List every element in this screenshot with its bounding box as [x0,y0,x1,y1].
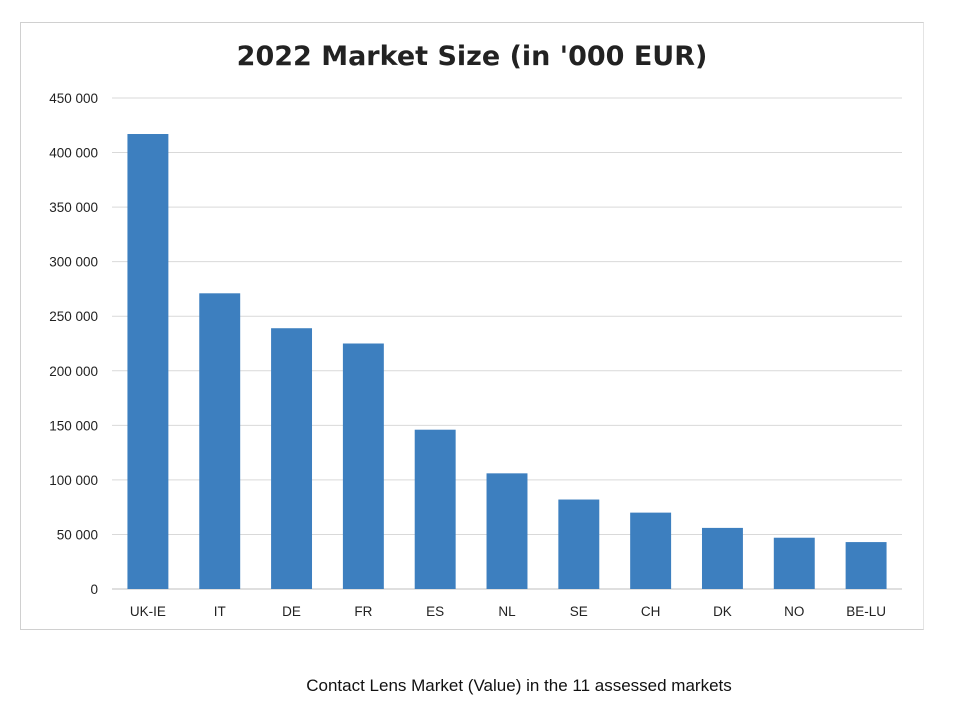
chart-caption: Contact Lens Market (Value) in the 11 as… [306,676,732,695]
y-tick-label: 150 000 [49,418,98,433]
y-tick-label: 450 000 [49,91,98,106]
chart-frame [20,22,924,630]
bar [845,542,887,589]
x-tick-label: NO [784,604,804,619]
y-tick-label: 50 000 [57,527,98,542]
y-tick-label: 0 [90,582,98,597]
bar [414,429,456,589]
x-tick-label: BE-LU [846,604,886,619]
bar [271,328,313,589]
x-tick-label: DE [282,604,301,619]
y-tick-label: 200 000 [49,364,98,379]
x-tick-label: IT [214,604,226,619]
x-tick-label: NL [498,604,516,619]
bar [342,343,384,589]
y-tick-label: 350 000 [49,200,98,215]
bar [199,293,241,589]
y-tick-label: 250 000 [49,309,98,324]
bar [127,134,169,590]
bar [486,473,528,589]
x-tick-label: UK-IE [130,604,166,619]
bar [701,527,743,589]
bar [558,499,600,589]
x-tick-label: FR [354,604,372,619]
y-tick-label: 300 000 [49,255,98,270]
y-tick-label: 400 000 [49,146,98,161]
chart-title: 2022 Market Size (in '000 EUR) [236,41,708,72]
bar [773,537,815,589]
y-tick-label: 100 000 [49,473,98,488]
x-tick-label: SE [570,604,588,619]
bar [630,512,672,589]
x-tick-label: CH [641,604,661,619]
x-tick-label: ES [426,604,444,619]
x-tick-label: DK [713,604,732,619]
